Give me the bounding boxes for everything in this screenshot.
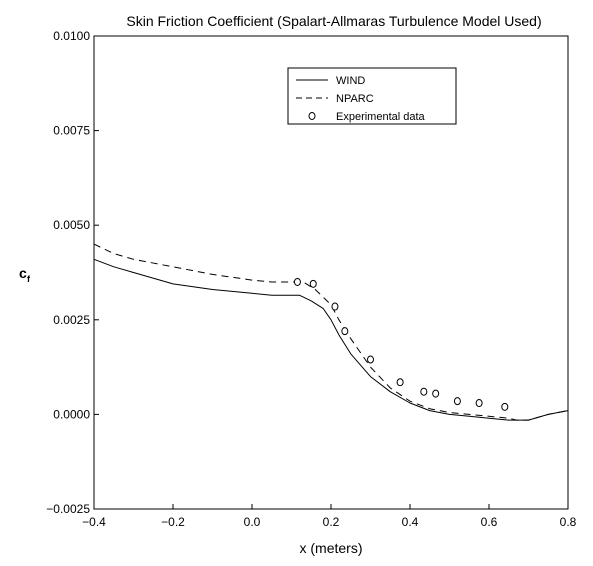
x-tick-label: 0.8 [560,515,577,529]
series-experimental-data [293,277,509,411]
data-point-experimental [396,378,404,387]
legend-box [287,67,457,125]
data-point-experimental [367,355,374,364]
legend-label-nparc: NPARC [336,93,374,105]
x-tick-label: −0.2 [161,515,185,529]
data-point-experimental [341,327,349,336]
y-tick-label: 0.0075 [53,124,90,138]
y-axis-ticks: −0.0025 0.0000 0.0025 0.0050 0.0075 0.0100 [46,29,99,516]
y-tick-label: 0.0000 [53,407,90,421]
series-layer [93,243,569,421]
x-tick-label: 0.0 [244,515,261,529]
x-tick-label: 0.6 [481,515,498,529]
x-tick-label: 0.4 [402,515,419,529]
data-point-experimental [293,277,301,286]
data-point-experimental [453,397,461,406]
y-tick-label: 0.0025 [53,313,90,327]
x-axis-label: x (meters) [300,540,363,556]
chart-title: Skin Friction Coefficient (Spalart-Allma… [126,13,541,29]
y-axis-label: c f [19,265,31,284]
y-tick-label: 0.0100 [53,29,90,43]
data-point-experimental [331,302,339,311]
data-point-experimental [309,279,317,288]
data-point-experimental [420,387,428,396]
y-axis-label-sub: f [27,274,31,284]
legend: WIND NPARC Experimental data [287,67,457,125]
x-tick-label: −0.4 [82,515,106,529]
y-tick-label: 0.0050 [53,218,90,232]
data-point-experimental [475,399,483,408]
data-point-experimental [501,402,509,411]
y-tick-label: −0.0025 [46,502,90,516]
legend-marker-experimental [308,112,316,120]
series-line-nparc [93,243,569,421]
series-line-wind [93,258,569,421]
legend-label-experimental: Experimental data [336,111,426,123]
x-tick-label: 0.2 [323,515,340,529]
x-axis-ticks: −0.4 −0.2 0.0 0.2 0.4 0.6 0.8 [82,504,577,529]
y-axis-label-main: c [19,265,27,281]
legend-label-wind: WIND [336,75,365,87]
data-point-experimental [432,389,440,398]
